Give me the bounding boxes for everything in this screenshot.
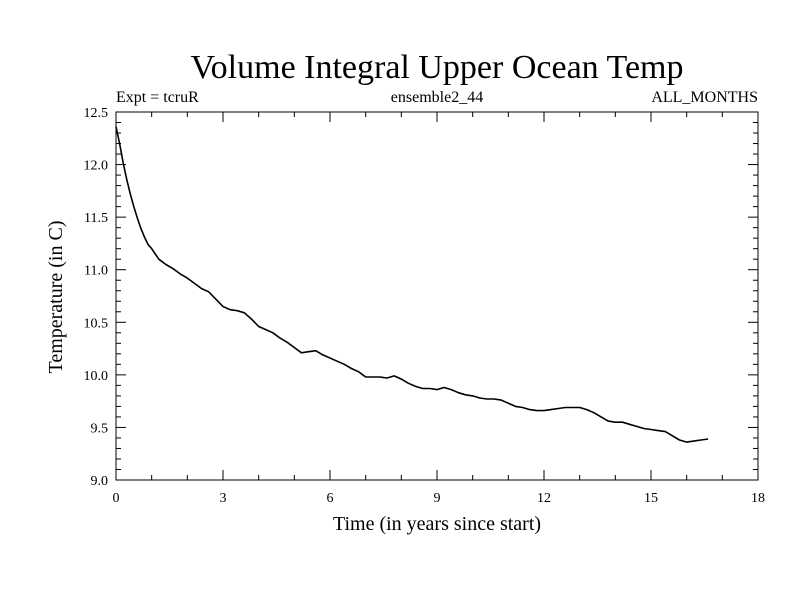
y-tick-label: 10.0 bbox=[84, 369, 109, 384]
chart-subtitle-center: ensemble2_44 bbox=[391, 89, 483, 106]
x-tick-label: 6 bbox=[327, 491, 334, 506]
y-tick-label: 12.5 bbox=[84, 106, 109, 121]
x-tick-label: 3 bbox=[220, 491, 227, 506]
x-tick-label: 12 bbox=[537, 491, 551, 506]
y-tick-label: 10.5 bbox=[84, 316, 109, 331]
y-tick-label: 9.5 bbox=[91, 421, 109, 436]
chart-title: Volume Integral Upper Ocean Temp bbox=[191, 49, 684, 86]
chart-subtitle-left: Expt = tcruR bbox=[116, 89, 199, 106]
plot-area: 9.0 9.5 10.0 10.5 11.0 11.5 12.0 12.5 0 3 6 9 12 15 18 bbox=[84, 106, 766, 506]
x-tick-label: 9 bbox=[434, 491, 441, 506]
series-line bbox=[115, 126, 709, 443]
y-tick-label: 11.5 bbox=[84, 211, 108, 226]
x-tick-label: 18 bbox=[751, 491, 765, 506]
x-axis-label: Time (in years since start) bbox=[333, 513, 541, 535]
y-axis-label: Temperature (in C) bbox=[45, 221, 67, 374]
y-tick-label: 9.0 bbox=[91, 474, 109, 489]
y-tick-label: 11.0 bbox=[84, 264, 108, 279]
x-tick-label: 15 bbox=[644, 491, 658, 506]
x-tick-label: 0 bbox=[113, 491, 120, 506]
chart-subtitle-right: ALL_MONTHS bbox=[651, 89, 758, 106]
y-tick-label: 12.0 bbox=[84, 159, 109, 174]
